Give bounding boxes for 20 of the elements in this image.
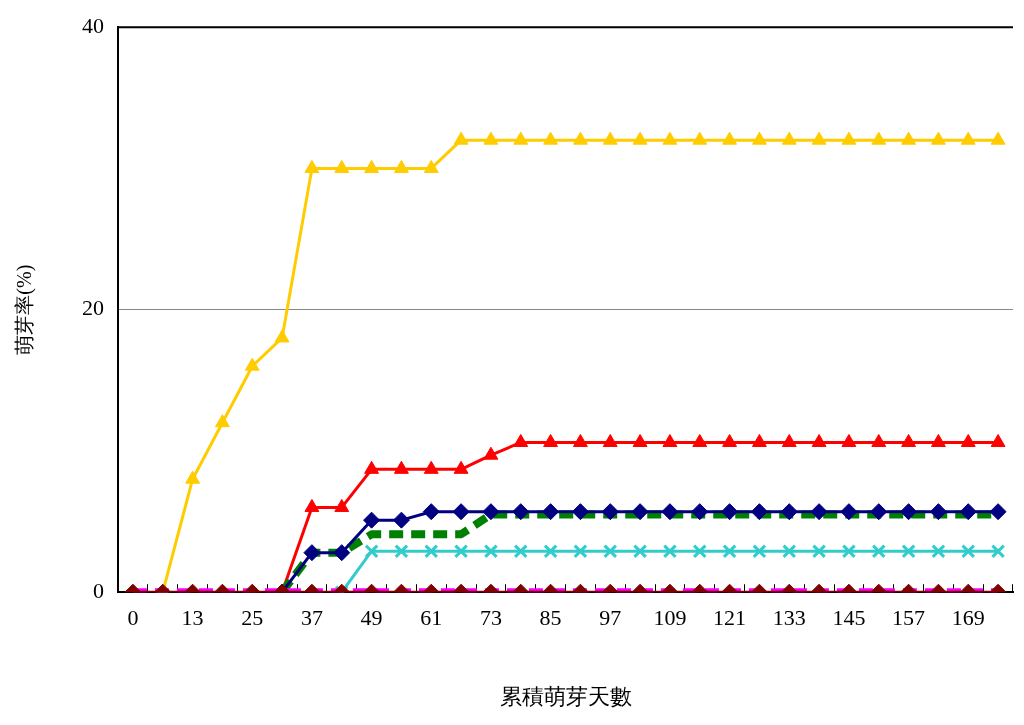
x-tick-label: 13	[181, 605, 204, 631]
x-tick-label: 97	[599, 605, 622, 631]
x-tick-label: 85	[539, 605, 562, 631]
x-tick-label: 109	[653, 605, 687, 631]
x-tick-label: 169	[951, 605, 985, 631]
x-axis-title: 累積萌芽天數	[499, 683, 632, 709]
y-tick-label: 0	[93, 577, 104, 603]
x-tick-label: 145	[832, 605, 866, 631]
x-tick-label: 49	[360, 605, 383, 631]
y-axis-title: 萌芽率(%)	[13, 264, 37, 355]
x-tick-label: 133	[772, 605, 806, 631]
x-tick-label: 25	[241, 605, 264, 631]
y-tick-label: 40	[82, 12, 104, 38]
y-tick-label: 20	[82, 295, 104, 321]
x-tick-label: 0	[127, 605, 139, 631]
x-tick-label: 73	[479, 605, 502, 631]
x-tick-label: 157	[892, 605, 926, 631]
x-tick-label: 61	[420, 605, 443, 631]
x-tick-label: 121	[713, 605, 747, 631]
x-tick-label: 37	[300, 605, 323, 631]
